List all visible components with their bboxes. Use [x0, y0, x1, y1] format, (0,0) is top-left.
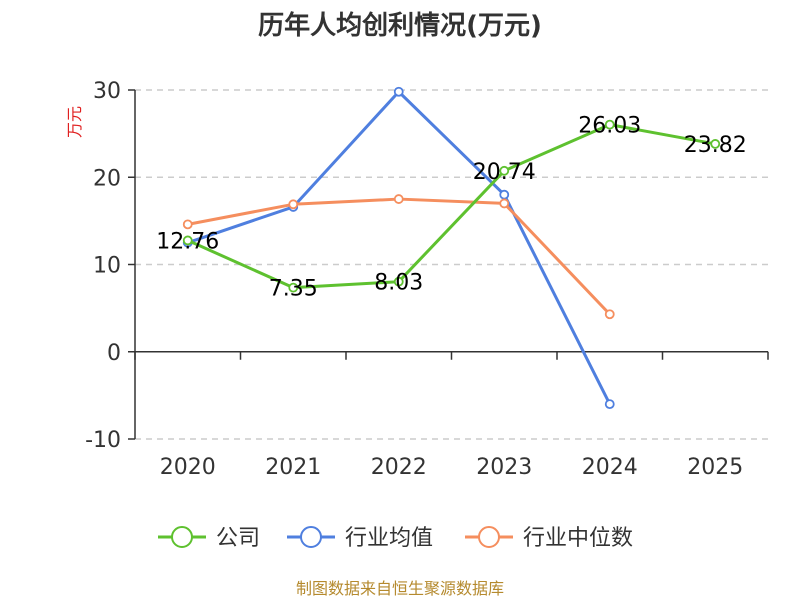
- legend-label: 行业中位数: [523, 526, 633, 551]
- series-point-2: [499, 198, 510, 209]
- y-tick-label: 20: [93, 166, 121, 191]
- x-tick-label: 2024: [582, 455, 638, 480]
- series-point-0: [604, 119, 615, 130]
- x-tick-label: 2021: [265, 455, 321, 480]
- series-point-0: [182, 235, 193, 246]
- y-tick-label: 10: [93, 254, 121, 279]
- axes: -10 0 10 20 30 2020 2021 2022 2023 2024 2025: [85, 79, 769, 480]
- data-labels: 12.76 7.35 8.03 20.74 26.03 23.82: [156, 114, 746, 302]
- legend-item: 行业均值: [287, 526, 433, 551]
- x-tick-label: 2022: [371, 455, 427, 480]
- legend-marker: [478, 526, 500, 548]
- data-label: 8.03: [374, 271, 423, 296]
- series-point-2: [182, 219, 193, 230]
- series-point-1: [604, 399, 615, 410]
- series-point-0: [393, 276, 404, 287]
- series-point-0: [710, 139, 721, 149]
- data-label: 20.74: [473, 160, 536, 185]
- legend-marker: [300, 526, 322, 548]
- data-label: 12.76: [156, 229, 219, 254]
- legend-label: 行业均值: [345, 526, 433, 551]
- legend-item: 公司: [158, 526, 260, 551]
- x-tick-label: 2025: [687, 455, 743, 480]
- legend-item: 行业中位数: [465, 526, 633, 551]
- x-tick-label: 2023: [476, 455, 532, 480]
- y-axis-label: 万元: [65, 106, 84, 138]
- source-note: 制图数据来自恒生聚源数据库: [296, 579, 504, 598]
- series-line-2: [187, 197, 611, 316]
- series-point-0: [288, 282, 299, 293]
- series-point-0: [499, 165, 510, 176]
- legend-marker: [171, 526, 193, 548]
- series-layer: [182, 86, 721, 410]
- series-point-1: [393, 86, 404, 97]
- series-point-2: [393, 194, 404, 204]
- legend: 公司 行业均值 行业中位数: [158, 526, 633, 551]
- data-label: 23.82: [684, 133, 747, 158]
- y-tick-label: 30: [93, 79, 121, 104]
- data-label: 26.03: [578, 114, 641, 139]
- legend-label: 公司: [216, 526, 260, 551]
- series-point-2: [604, 309, 615, 320]
- y-tick-label: 0: [107, 341, 121, 366]
- series-point-2: [288, 199, 299, 210]
- data-label: 7.35: [269, 277, 318, 302]
- series-point-1: [499, 189, 510, 200]
- x-tick-label: 2020: [160, 455, 216, 480]
- series-line-0: [187, 123, 716, 290]
- y-tick-label: -10: [85, 428, 121, 453]
- chart-title: 历年人均创利情况(万元): [258, 10, 542, 41]
